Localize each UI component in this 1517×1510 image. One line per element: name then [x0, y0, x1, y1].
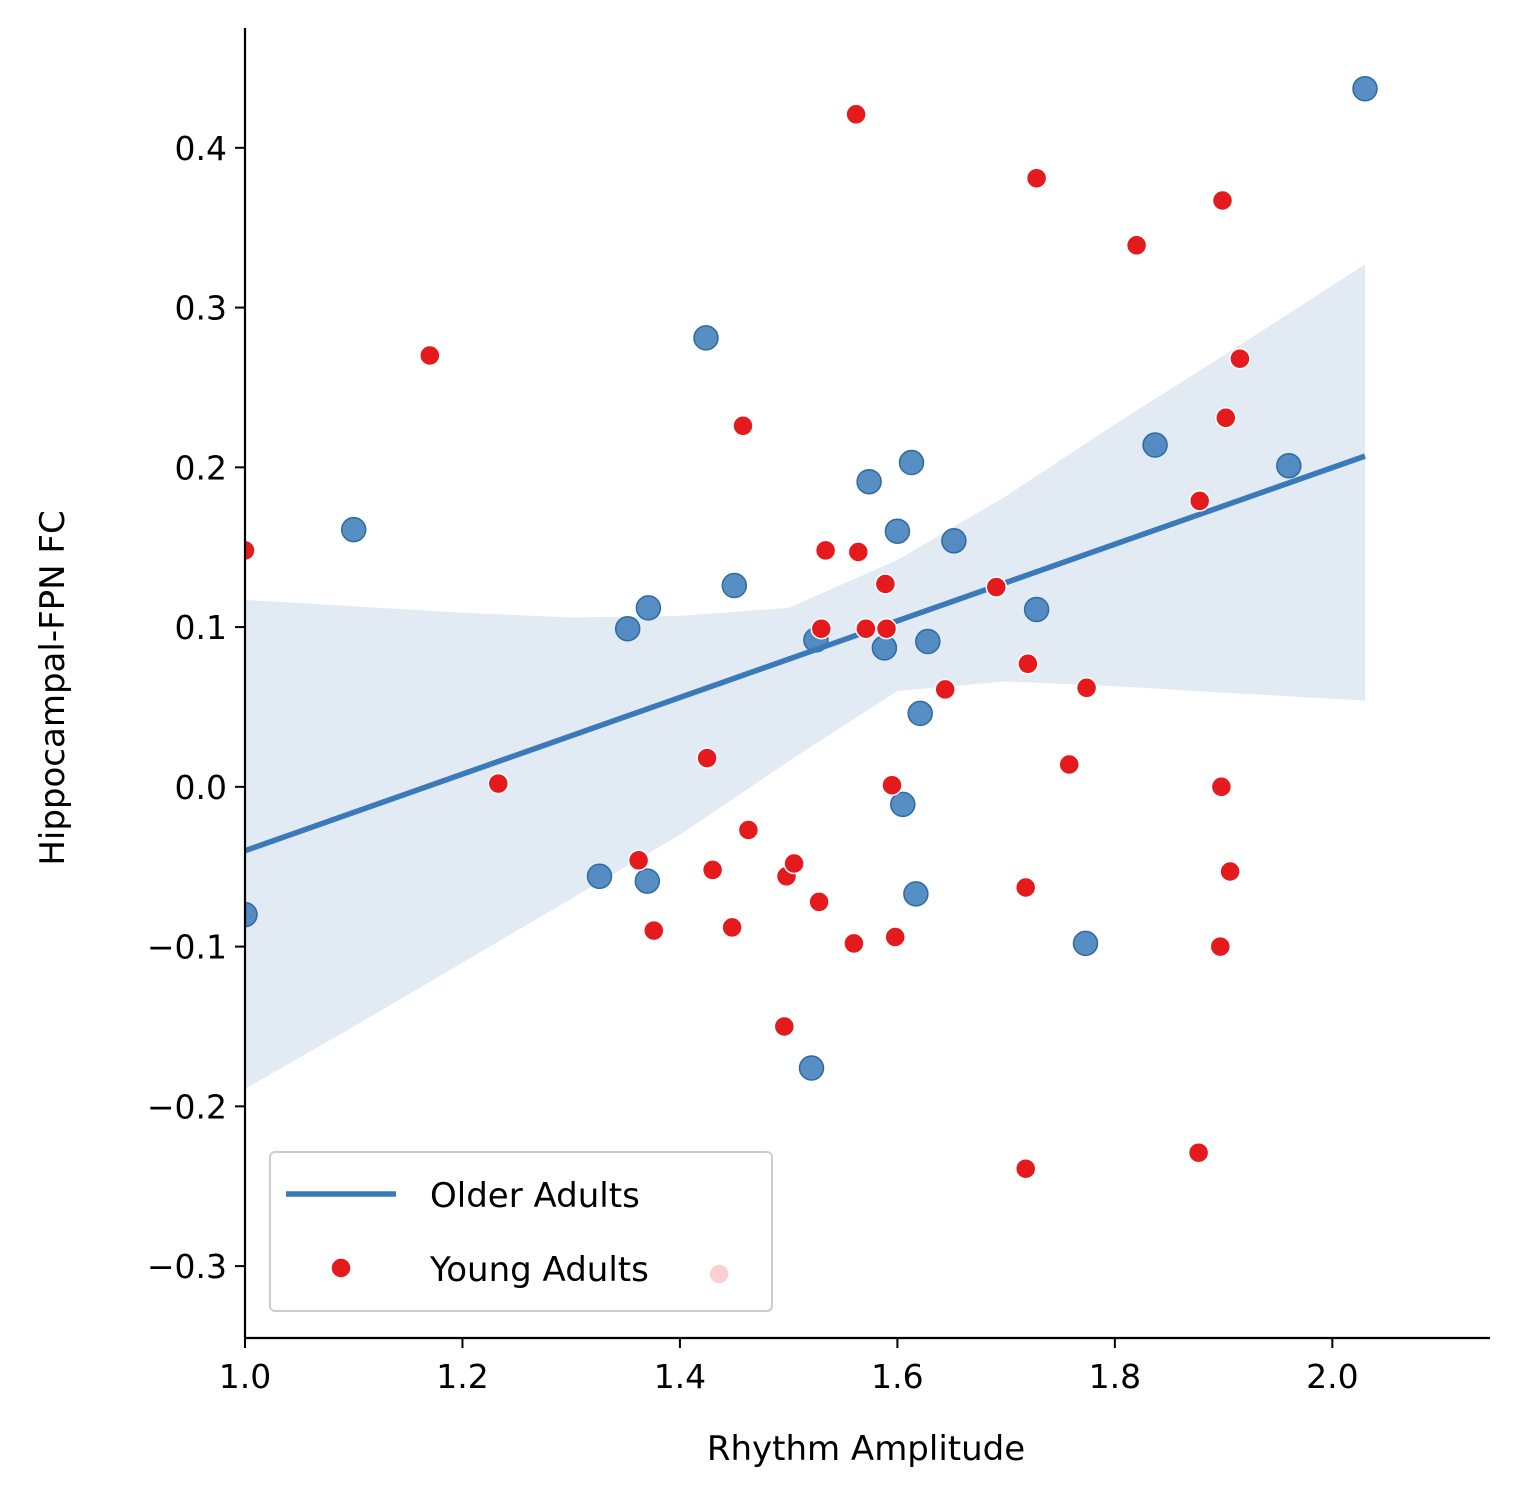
young-adults-point [1188, 490, 1211, 512]
older-adults-confidence-band [245, 264, 1365, 1089]
older-adults-point [586, 863, 613, 890]
young-adults-point [875, 617, 898, 640]
young-adults-point [808, 891, 830, 913]
older-adults-point [245, 901, 258, 928]
x-tick-label: 1.6 [871, 1357, 923, 1396]
legend: Older Adults Young Adults [269, 1151, 773, 1312]
older-adults-point [890, 791, 916, 818]
young-adults-point [843, 932, 865, 955]
older-adults-point [635, 595, 662, 621]
older-adults-point [915, 628, 941, 655]
young-adults-point [783, 852, 805, 875]
y-axis-ticks: −0.3 −0.2 −0.1 0.0 0.1 0.2 0.3 0.4 [147, 129, 245, 1286]
older-adults-point [856, 468, 882, 495]
older-adults-point [721, 572, 748, 599]
y-axis-label: Hippocampal-FPN FC [33, 510, 73, 865]
young-adults-point [1209, 935, 1232, 958]
young-adults-point [627, 849, 650, 872]
young-adults-points [245, 103, 1251, 1285]
regression-line-layer [245, 453, 1366, 854]
x-tick-label: 1.4 [654, 1357, 706, 1396]
young-adults-point [845, 103, 867, 126]
legend-older-adults-label: Older Adults [430, 1176, 640, 1216]
young-adults-point [985, 576, 1008, 598]
y-tick-label: 0.0 [175, 768, 227, 807]
young-adults-point [487, 772, 510, 795]
y-tick-label: 0.2 [175, 448, 227, 487]
x-tick-label: 2.0 [1306, 1357, 1358, 1396]
young-adults-point [855, 617, 877, 640]
older-adults-point [634, 868, 661, 894]
young-adults-point [884, 926, 906, 948]
young-adults-point [1187, 1141, 1210, 1164]
y-tick-label: 0.4 [175, 129, 227, 168]
young-adults-point [874, 573, 897, 595]
y-tick-label: −0.1 [147, 928, 227, 967]
older-adults-point [1276, 452, 1302, 479]
y-tick-label: 0.1 [175, 608, 227, 647]
young-adults-point [1125, 234, 1148, 257]
older-adults-point [614, 615, 641, 642]
older-adults-point [340, 516, 367, 543]
x-tick-label: 1.2 [436, 1357, 488, 1396]
y-tick-label: −0.3 [147, 1247, 227, 1286]
young-adults-point [643, 919, 665, 942]
young-adults-point [245, 539, 256, 562]
young-adults-point [814, 539, 837, 562]
older-adults-point [871, 635, 898, 661]
x-axis-label: Rhythm Amplitude [707, 1429, 1025, 1469]
older-adults-point [898, 449, 925, 476]
legend-young-adults-label: Young Adults [429, 1250, 649, 1290]
young-adults-point [1229, 347, 1251, 370]
older-adults-point [1352, 75, 1378, 102]
young-adults-point [881, 774, 903, 796]
young-adults-point [1215, 407, 1237, 429]
x-tick-label: 1.8 [1089, 1357, 1141, 1396]
x-tick-label: 1.0 [219, 1357, 271, 1396]
older-adults-point [884, 518, 911, 544]
older-adults-point [903, 881, 929, 907]
young-adults-point [1014, 1157, 1037, 1180]
older-adults-point [798, 1055, 825, 1081]
young-adults-point [1014, 876, 1037, 899]
y-tick-label: −0.2 [147, 1087, 227, 1126]
young-adults-point [737, 819, 760, 841]
older-adults-point [941, 528, 967, 554]
young-adults-point [1211, 189, 1234, 212]
young-adults-point [1210, 776, 1233, 798]
legend-young-adults-swatch [330, 1257, 352, 1279]
confidence-band-layer [245, 264, 1365, 1089]
young-adults-point [1075, 677, 1098, 699]
young-adults-point [1058, 753, 1080, 776]
older-adults-point [1023, 596, 1050, 623]
young-adults-point [847, 541, 870, 563]
older-adults-points [245, 75, 1378, 1081]
young-adults-point [810, 617, 833, 640]
young-adults-point [419, 344, 441, 367]
young-adults-point [701, 859, 724, 881]
young-adults-point [696, 747, 718, 769]
young-adults-point [732, 415, 754, 437]
young-adults-point [1219, 860, 1241, 883]
older-adults-regression-line [245, 453, 1366, 854]
young-adults-point [773, 1015, 796, 1038]
young-adults-point [1017, 653, 1039, 675]
young-adults-point [721, 916, 743, 939]
older-adults-point [1072, 930, 1099, 957]
x-axis-ticks: 1.0 1.2 1.4 1.6 1.8 2.0 [219, 1338, 1359, 1396]
young-adults-point [1025, 167, 1048, 189]
older-adults-point [907, 700, 933, 727]
y-tick-label: 0.3 [175, 289, 227, 328]
young-adults-point [934, 678, 956, 701]
older-adults-point [1142, 432, 1168, 458]
older-adults-point [693, 325, 719, 351]
